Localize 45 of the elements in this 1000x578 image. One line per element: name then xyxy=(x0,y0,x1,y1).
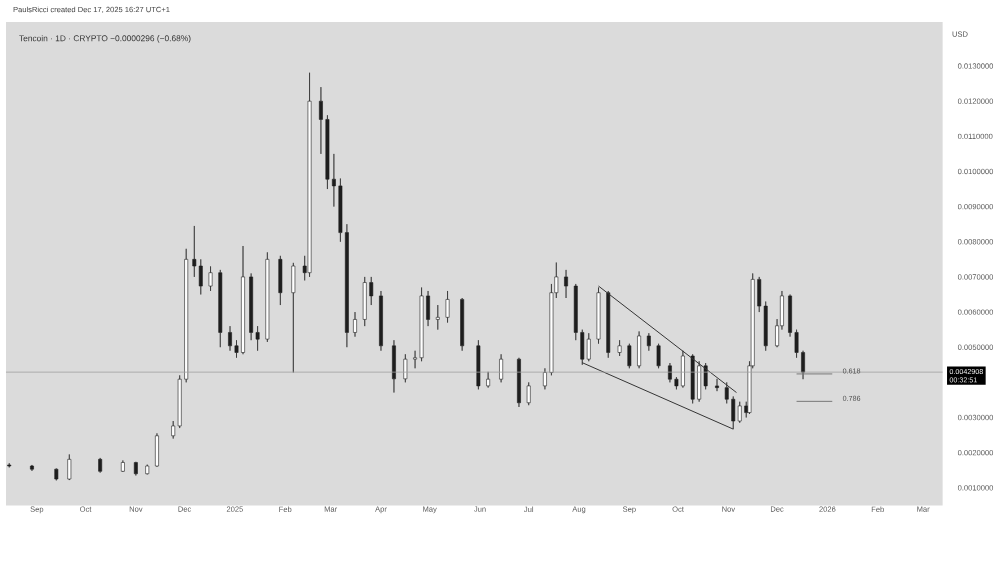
candlestick xyxy=(419,287,424,362)
candlestick xyxy=(362,276,367,327)
candlestick xyxy=(241,246,245,355)
candlestick xyxy=(98,457,103,474)
candlestick xyxy=(586,333,591,362)
candlestick xyxy=(646,333,651,352)
candlestick xyxy=(697,361,702,403)
candlestick xyxy=(435,305,440,331)
candlestick xyxy=(30,465,34,472)
candlestick xyxy=(564,269,568,299)
candlestick xyxy=(291,262,296,374)
candlestick xyxy=(517,357,521,408)
candlestick xyxy=(353,312,357,338)
candlestick xyxy=(637,331,642,369)
candlestick xyxy=(526,382,531,406)
candlestick xyxy=(67,454,72,481)
candlestick xyxy=(54,468,59,482)
candlestick xyxy=(499,354,504,384)
candlestick xyxy=(681,350,685,389)
candlestick xyxy=(606,291,611,359)
candlestick xyxy=(486,371,491,389)
candlestick xyxy=(218,269,223,348)
candlestick xyxy=(307,72,312,278)
candlestick xyxy=(228,326,232,352)
candlestick xyxy=(379,291,383,352)
candlestick xyxy=(265,252,270,343)
candlestick xyxy=(445,291,450,324)
candlestick xyxy=(7,463,12,469)
candlestick xyxy=(476,340,481,391)
candlestick xyxy=(656,343,661,369)
candlestick xyxy=(155,433,159,468)
candlestick xyxy=(145,464,150,476)
candlestick xyxy=(460,298,465,352)
candlestick xyxy=(596,287,601,345)
candlestick xyxy=(208,266,213,292)
candlestick xyxy=(627,343,632,369)
candlestick xyxy=(278,255,283,306)
candlestick xyxy=(690,354,695,405)
candlestick xyxy=(617,340,622,357)
candlestick xyxy=(120,460,125,473)
candlestick xyxy=(392,340,396,394)
candlestick xyxy=(133,461,138,477)
candlestick xyxy=(715,378,719,392)
candlestick xyxy=(403,354,408,384)
candlestick xyxy=(737,401,742,424)
